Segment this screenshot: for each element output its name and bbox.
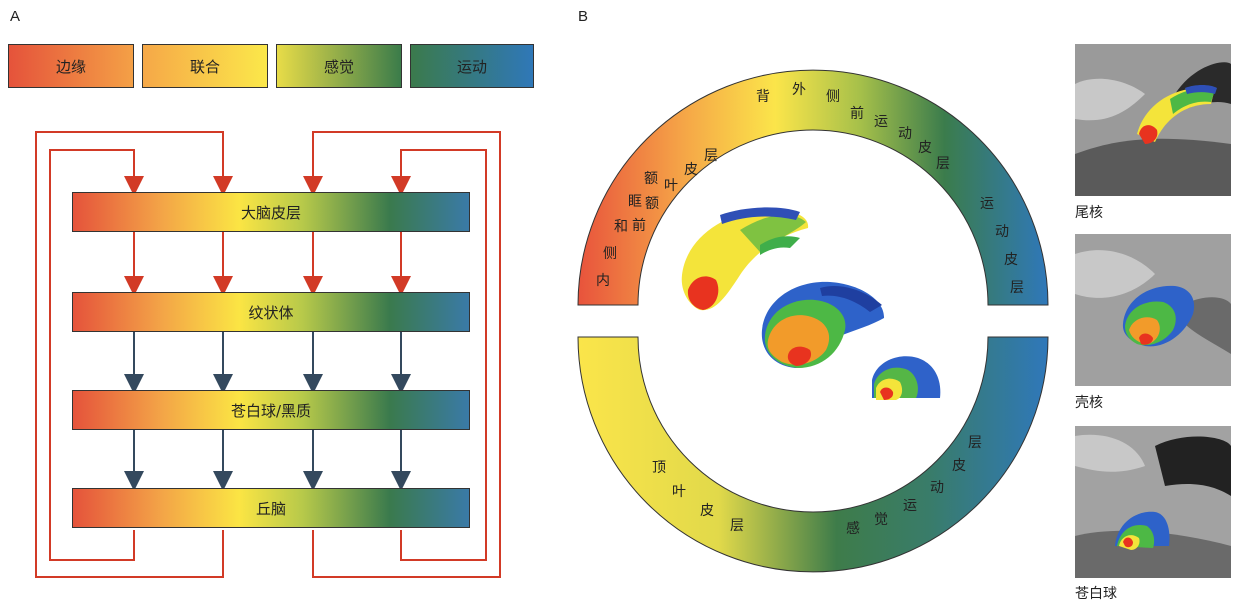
legend-associative: 联合	[142, 44, 268, 88]
striatum-bar: 纹状体	[72, 292, 470, 332]
legend-motor-label: 运动	[456, 57, 487, 76]
pallidum-nigra-label: 苍白球/黑质	[230, 401, 312, 420]
loop-right-inner	[391, 149, 487, 561]
ring-label-medial-orbital: 内 侧 和 眶 额	[596, 171, 658, 289]
pallidum-mri-thumbnail	[1075, 426, 1231, 578]
cortex-bar: 大脑皮层	[72, 192, 470, 232]
thalamus-label: 丘脑	[255, 499, 286, 518]
legend-motor: 运动	[410, 44, 534, 88]
loop-left-outer	[35, 131, 233, 578]
putamen-map	[761, 281, 885, 368]
putamen-label: 壳核	[1075, 395, 1103, 411]
ring-top-arc	[577, 69, 1049, 306]
ring-bottom-arc	[577, 336, 1049, 573]
loop-left-inner	[49, 149, 144, 561]
ring-text: 内 侧 和 眶 额 前 额 叶 皮 层 背 外 侧 前 运 动 皮 层 运 动	[596, 82, 1024, 537]
legend-associative-label: 联合	[189, 57, 220, 76]
legend-sensory-label: 感觉	[323, 57, 354, 76]
panel-b-letter: B	[578, 8, 589, 25]
loop-right-outer	[303, 131, 501, 578]
legend-limbic-label: 边缘	[55, 57, 86, 76]
pallidum-nigra-bar: 苍白球/黑质	[72, 390, 470, 430]
cortex-label: 大脑皮层	[240, 203, 301, 222]
legend-limbic: 边缘	[8, 44, 134, 88]
pallidum-map	[872, 356, 941, 400]
caudate-mri-thumbnail	[1075, 44, 1231, 196]
ring-label-dorsolateral: 背 外 侧	[756, 82, 840, 105]
ring-label-sensorimotor: 感 觉 运 动 皮 层	[846, 435, 982, 537]
pallidum-label: 苍白球	[1075, 586, 1117, 602]
ring-label-parietal: 顶 叶 皮 层	[652, 460, 744, 534]
panel-a-letter: A	[10, 8, 21, 25]
ring-label-motor: 运 动 皮 层	[980, 196, 1024, 296]
ring-label-prefrontal: 前 额 叶 皮 层	[632, 148, 718, 234]
putamen-mri-thumbnail	[1075, 234, 1231, 386]
caudate-label: 尾核	[1075, 205, 1103, 221]
ring-label-premotor: 前 运 动 皮 层	[850, 105, 950, 172]
thalamus-bar: 丘脑	[72, 488, 470, 528]
striatum-label: 纹状体	[248, 303, 294, 322]
legend-sensory: 感觉	[276, 44, 402, 88]
caudate-map	[681, 207, 809, 311]
